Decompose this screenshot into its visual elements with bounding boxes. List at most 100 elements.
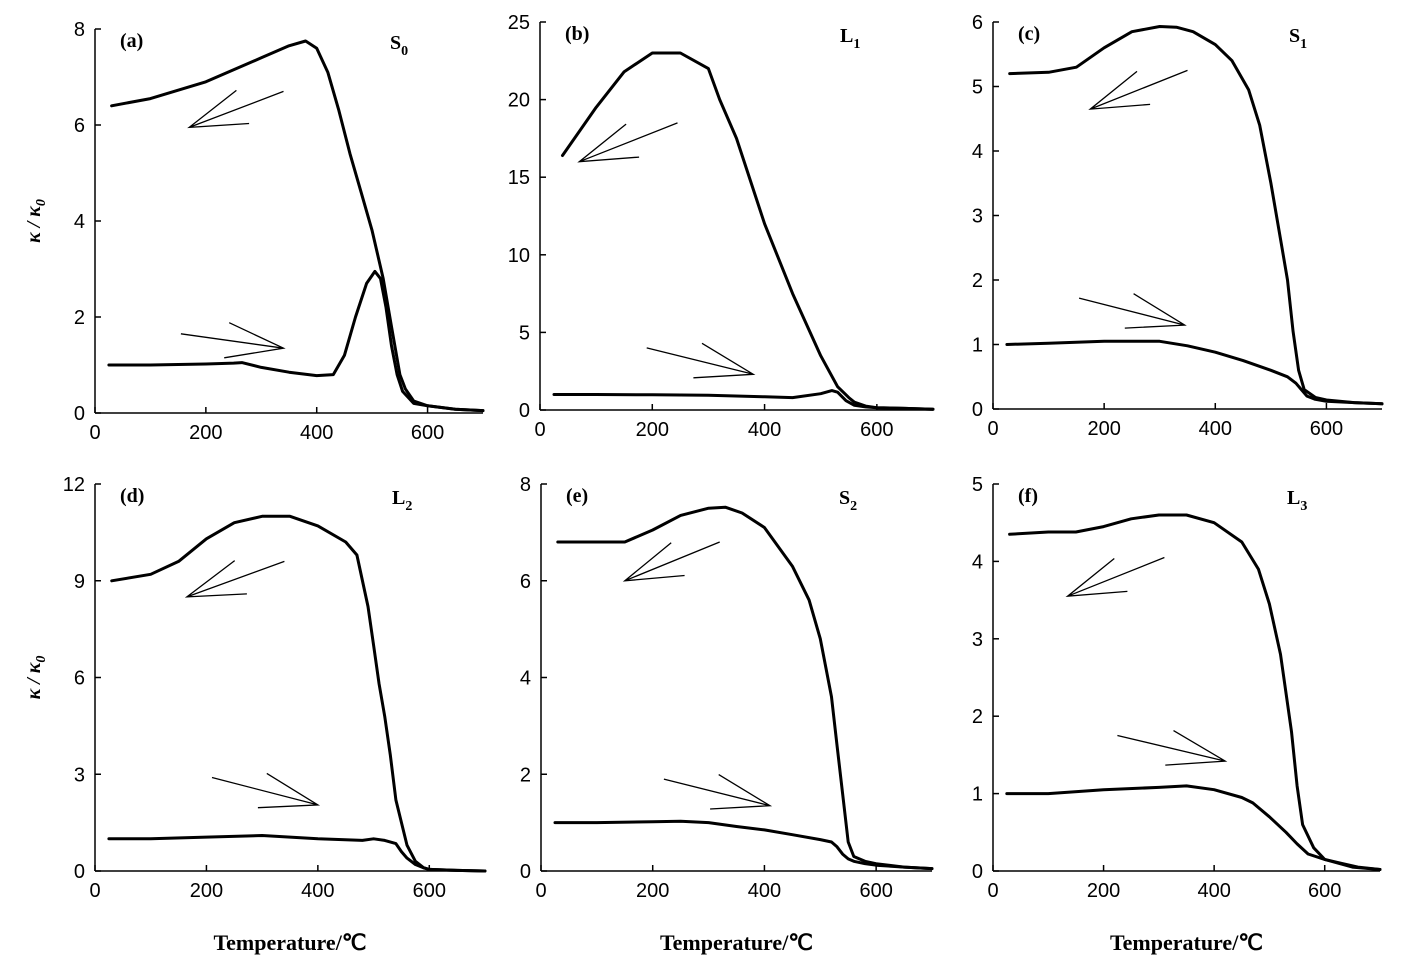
direction-arrow bbox=[180, 322, 286, 359]
y-axis-title-subscript: 0 bbox=[34, 199, 49, 206]
x-tick-label: 0 bbox=[89, 422, 100, 444]
x-tick-label: 0 bbox=[987, 418, 998, 440]
sample-letter: L bbox=[392, 487, 405, 509]
direction-arrow bbox=[1065, 556, 1165, 598]
y-tick-label: 1 bbox=[972, 784, 983, 806]
x-tick-label: 600 bbox=[860, 419, 893, 441]
sample-subscript: 3 bbox=[1300, 499, 1307, 514]
direction-arrow bbox=[187, 89, 284, 129]
x-tick-label: 400 bbox=[1199, 418, 1232, 440]
y-axis-title-subscript: 0 bbox=[34, 656, 49, 663]
y-tick-label: 5 bbox=[972, 474, 983, 496]
direction-arrow bbox=[211, 772, 321, 809]
y-tick-label: 6 bbox=[520, 571, 531, 593]
chart-panel: 0 5 10 15 20 25 0 200 400 600 (b) L1 bbox=[508, 12, 935, 441]
sample-subscript: 2 bbox=[850, 499, 857, 514]
y-tick-label: 2 bbox=[74, 307, 85, 329]
sample-label: L1 bbox=[840, 25, 860, 52]
y-tick-label: 6 bbox=[972, 12, 983, 34]
panel-label: (f) bbox=[1018, 485, 1038, 507]
x-tick-label: 400 bbox=[301, 880, 334, 902]
x-axis-title: Temperature/℃ bbox=[1110, 930, 1263, 955]
sample-letter: S bbox=[839, 487, 850, 509]
series-line-cooling bbox=[110, 39, 485, 413]
x-tick-label: 200 bbox=[1087, 880, 1120, 902]
sample-label: L2 bbox=[392, 487, 412, 514]
y-tick-label: 25 bbox=[508, 12, 530, 34]
panel-label: (c) bbox=[1018, 23, 1040, 45]
x-tick-label: 400 bbox=[1197, 880, 1230, 902]
sample-letter: L bbox=[840, 25, 853, 47]
series-line-cooling bbox=[561, 51, 935, 411]
x-tick-label: 600 bbox=[411, 422, 444, 444]
x-tick-label: 600 bbox=[859, 880, 892, 902]
sample-subscript: 2 bbox=[405, 499, 412, 514]
sample-label: S0 bbox=[390, 32, 408, 59]
x-tick-label: 400 bbox=[748, 419, 781, 441]
y-tick-label: 12 bbox=[63, 474, 85, 496]
x-tick-label: 600 bbox=[1310, 418, 1343, 440]
x-tick-label: 0 bbox=[535, 880, 546, 902]
y-tick-label: 8 bbox=[74, 19, 85, 41]
direction-arrow bbox=[577, 122, 678, 163]
y-axis-title-main: κ / κ bbox=[23, 206, 45, 243]
y-tick-label: 2 bbox=[520, 764, 531, 786]
direction-arrow bbox=[1088, 69, 1188, 110]
y-tick-label: 4 bbox=[972, 141, 983, 163]
sample-letter: S bbox=[390, 32, 401, 54]
direction-arrow bbox=[622, 541, 720, 582]
y-axis-title: κ / κ0 bbox=[23, 199, 49, 243]
direction-arrow bbox=[1117, 730, 1228, 766]
panel-label: (e) bbox=[566, 485, 588, 507]
direction-arrow bbox=[184, 560, 285, 598]
x-tick-label: 400 bbox=[748, 880, 781, 902]
sample-label: S1 bbox=[1289, 25, 1307, 52]
x-tick-label: 0 bbox=[89, 880, 100, 902]
panel-label: (d) bbox=[120, 485, 144, 507]
x-tick-label: 200 bbox=[636, 419, 669, 441]
y-tick-label: 0 bbox=[519, 400, 530, 422]
sample-letter: L bbox=[1287, 487, 1300, 509]
sample-subscript: 1 bbox=[853, 37, 860, 52]
y-tick-label: 6 bbox=[74, 115, 85, 137]
series-line-cooling bbox=[1008, 513, 1382, 871]
y-tick-label: 15 bbox=[508, 167, 530, 189]
y-tick-label: 2 bbox=[972, 706, 983, 728]
x-tick-label: 600 bbox=[413, 880, 446, 902]
x-tick-label: 400 bbox=[300, 422, 333, 444]
y-tick-label: 5 bbox=[519, 322, 530, 344]
x-tick-label: 200 bbox=[189, 422, 222, 444]
y-tick-label: 0 bbox=[972, 399, 983, 421]
y-tick-label: 3 bbox=[972, 629, 983, 651]
direction-arrow bbox=[663, 774, 773, 810]
series-line-cooling bbox=[556, 505, 934, 871]
y-tick-label: 6 bbox=[74, 668, 85, 690]
y-tick-label: 0 bbox=[972, 861, 983, 883]
y-axis-title: κ / κ0 bbox=[23, 656, 49, 700]
x-tick-label: 600 bbox=[1308, 880, 1341, 902]
direction-arrow bbox=[1078, 293, 1187, 329]
sample-label: S2 bbox=[839, 487, 857, 514]
y-tick-label: 4 bbox=[74, 211, 85, 233]
y-tick-label: 9 bbox=[74, 571, 85, 593]
x-axis-title: Temperature/℃ bbox=[213, 930, 366, 955]
sample-letter: S bbox=[1289, 25, 1300, 47]
y-tick-label: 3 bbox=[972, 206, 983, 228]
series-line-cooling bbox=[110, 514, 487, 873]
x-tick-label: 200 bbox=[636, 880, 669, 902]
y-tick-label: 8 bbox=[520, 474, 531, 496]
series-line-cooling bbox=[1008, 25, 1384, 406]
y-tick-label: 2 bbox=[972, 270, 983, 292]
y-tick-label: 4 bbox=[972, 551, 983, 573]
y-tick-label: 0 bbox=[74, 403, 85, 425]
series-line-heating bbox=[553, 819, 934, 871]
y-tick-label: 0 bbox=[520, 861, 531, 883]
x-axis-title: Temperature/℃ bbox=[660, 930, 813, 955]
sample-subscript: 1 bbox=[1300, 37, 1307, 52]
x-tick-label: 0 bbox=[987, 880, 998, 902]
y-tick-label: 1 bbox=[972, 335, 983, 357]
